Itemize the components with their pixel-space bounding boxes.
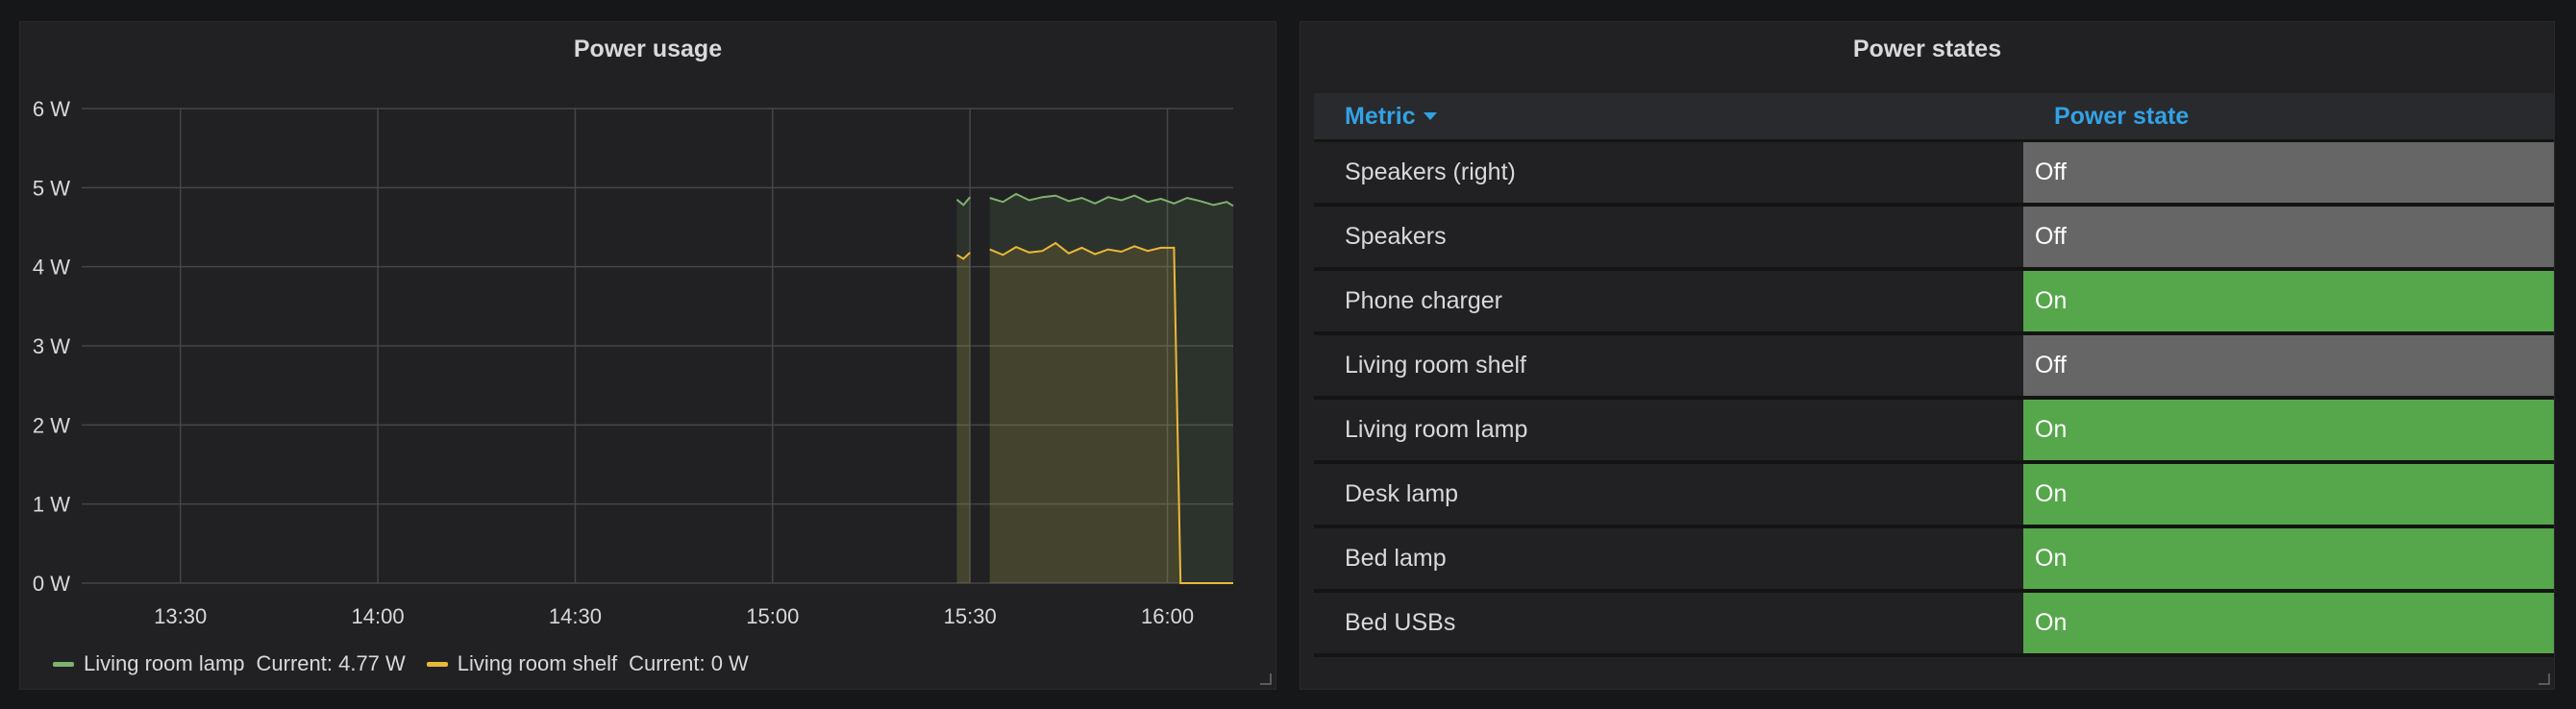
legend-series-name: Living room shelf xyxy=(457,651,618,675)
table-row: Speakers (right) Off xyxy=(1314,142,2554,207)
legend-current-value: Current: 4.77 W xyxy=(256,651,406,675)
x-tick-label: 14:00 xyxy=(352,604,405,628)
panel-resize-handle[interactable] xyxy=(2539,673,2550,685)
power-state-cell: On xyxy=(2023,464,2554,525)
table-header: Metric Power state xyxy=(1314,93,2554,142)
series-line xyxy=(989,192,1234,208)
power-state-cell: On xyxy=(2023,528,2554,589)
table-row: Speakers Off xyxy=(1314,207,2554,271)
x-tick-label: 13:30 xyxy=(154,604,207,628)
series-area xyxy=(989,243,1233,583)
power-state-cell: Off xyxy=(2023,335,2554,396)
series-line xyxy=(955,196,971,207)
table-row: Living room lamp On xyxy=(1314,400,2554,464)
series-area xyxy=(956,252,971,583)
table-row: Bed USBs On xyxy=(1314,593,2554,657)
column-header-label: Metric xyxy=(1345,102,1416,130)
sort-descending-icon xyxy=(1423,112,1437,120)
power-states-panel: Power states Metric Power state Speakers… xyxy=(1300,21,2555,690)
metric-cell: Speakers xyxy=(1345,223,1447,250)
y-tick-label: 2 W xyxy=(33,413,70,437)
legend-swatch xyxy=(53,661,74,667)
power-state-cell: On xyxy=(2023,271,2554,331)
metric-cell: Living room lamp xyxy=(1345,416,1528,443)
power-state-cell: Off xyxy=(2023,142,2554,203)
y-tick-label: 1 W xyxy=(33,493,70,517)
power-usage-panel: Power usage 0 W 1 W 2 W 3 W 4 W 5 W 6 W 13:30 14… xyxy=(19,21,1276,690)
metric-cell: Bed lamp xyxy=(1345,545,1447,572)
metric-cell: Speakers (right) xyxy=(1345,159,1516,185)
legend-series-name: Living room lamp xyxy=(84,651,245,675)
power-state-cell: On xyxy=(2023,593,2554,653)
power-states-table: Metric Power state Speakers (right) Off Sp… xyxy=(1314,93,2554,657)
table-row: Living room shelf Off xyxy=(1314,335,2554,400)
table-body: Speakers (right) Off Speakers Off Phone char… xyxy=(1314,142,2554,657)
y-tick-label: 3 W xyxy=(33,334,70,358)
table-row: Bed lamp On xyxy=(1314,528,2554,593)
metric-cell: Phone charger xyxy=(1345,287,1503,314)
y-tick-label: 6 W xyxy=(33,97,70,121)
metric-cell: Desk lamp xyxy=(1345,480,1459,507)
panel-title[interactable]: Power states xyxy=(1852,36,2002,62)
panel-title[interactable]: Power usage xyxy=(573,36,723,62)
legend-swatch xyxy=(426,661,448,667)
chart-legend: Living room lamp Current: 4.77 W Living … xyxy=(53,647,770,681)
table-row: Desk lamp On xyxy=(1314,464,2554,528)
column-header-metric[interactable]: Metric xyxy=(1314,103,2023,131)
legend-current-value: Current: 0 W xyxy=(629,651,749,675)
y-tick-label: 5 W xyxy=(33,176,70,200)
y-tick-label: 4 W xyxy=(33,256,70,280)
power-state-cell: Off xyxy=(2023,207,2554,267)
panel-resize-handle[interactable] xyxy=(1260,673,1272,685)
x-tick-label: 14:30 xyxy=(549,604,602,628)
power-usage-chart[interactable]: 0 W 1 W 2 W 3 W 4 W 5 W 6 W 13:30 14:00 14:30 15:0… xyxy=(20,22,1277,637)
metric-cell: Living room shelf xyxy=(1345,352,1526,379)
series-line xyxy=(989,241,1233,584)
legend-item-living-room-lamp[interactable]: Living room lamp Current: 4.77 W xyxy=(53,651,406,676)
power-state-cell: On xyxy=(2023,400,2554,460)
metric-cell: Bed USBs xyxy=(1345,609,1456,636)
series-area xyxy=(989,193,1233,583)
table-row: Phone charger On xyxy=(1314,271,2554,335)
x-tick-label: 15:30 xyxy=(944,604,997,628)
series-line xyxy=(955,252,971,260)
column-header-power-state[interactable]: Power state xyxy=(2054,102,2190,130)
x-tick-label: 15:00 xyxy=(746,604,799,628)
legend-item-living-room-shelf[interactable]: Living room shelf Current: 0 W xyxy=(426,651,749,676)
series-area xyxy=(956,197,971,583)
y-tick-label: 0 W xyxy=(33,572,70,596)
x-tick-label: 16:00 xyxy=(1141,604,1194,628)
